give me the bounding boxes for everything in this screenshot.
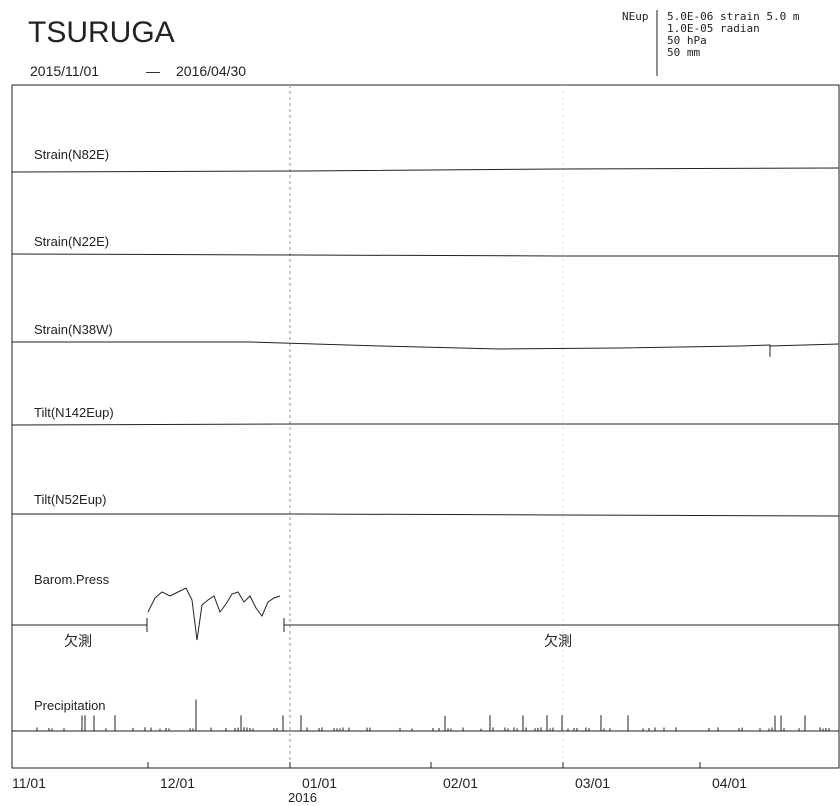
panel-label: Barom.Press bbox=[34, 572, 110, 587]
plot-frame bbox=[11, 84, 840, 769]
x-tick-label: 12/01 bbox=[160, 775, 195, 791]
panel-label: Tilt(N142Eup) bbox=[34, 405, 114, 420]
year-label: 2016 bbox=[288, 790, 317, 805]
legend-line: 5.0E-06 strain 5.0 m bbox=[667, 10, 800, 23]
x-tick-label: 04/01 bbox=[712, 775, 747, 791]
x-tick-label: 01/01 bbox=[302, 775, 337, 791]
legend-component: NEup bbox=[622, 10, 649, 23]
panel-label: Strain(N22E) bbox=[34, 234, 109, 249]
trace bbox=[147, 587, 281, 641]
trace bbox=[11, 423, 839, 426]
x-tick-label: 02/01 bbox=[443, 775, 478, 791]
panel-label: Tilt(N52Eup) bbox=[34, 492, 106, 507]
precip-spikes bbox=[36, 699, 830, 731]
missing-label: 欠測 bbox=[64, 633, 92, 649]
trace bbox=[11, 253, 839, 257]
period-start: 2015/11/01 bbox=[30, 63, 99, 79]
x-tick-label: 03/01 bbox=[575, 775, 610, 791]
panel-label: Strain(N82E) bbox=[34, 147, 109, 162]
panel-label: Precipitation bbox=[34, 698, 106, 713]
trace bbox=[12, 341, 840, 357]
x-tick-label: 11/01 bbox=[12, 775, 46, 791]
trace bbox=[11, 167, 840, 173]
missing-label: 欠測 bbox=[544, 633, 572, 649]
panel-label: Strain(N38W) bbox=[34, 322, 113, 337]
missing-bar bbox=[12, 618, 839, 632]
legend-line: 1.0E-05 radian bbox=[667, 22, 760, 35]
chart-title: TSURUGA bbox=[28, 16, 175, 49]
legend-line: 50 mm bbox=[667, 46, 700, 59]
trace bbox=[12, 513, 840, 517]
period-separator: — bbox=[146, 63, 160, 79]
legend-line: 50 hPa bbox=[667, 34, 707, 47]
period-end: 2016/04/30 bbox=[176, 63, 246, 79]
